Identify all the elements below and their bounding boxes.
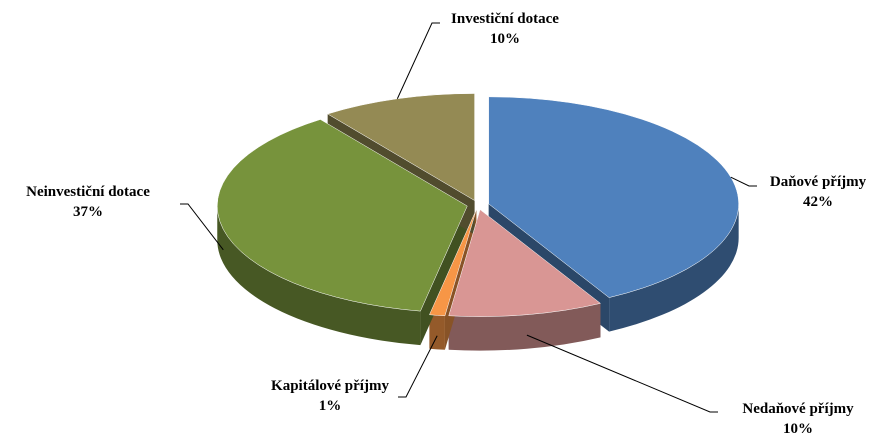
slice-side: [217, 206, 421, 346]
data-label-value: 42%: [803, 194, 833, 210]
pie-slice: [217, 119, 468, 312]
leader-line: [398, 335, 438, 398]
data-label-value: 10%: [783, 421, 813, 437]
data-label-name: Kapitálové příjmy: [271, 378, 389, 394]
leader-line: [180, 203, 224, 251]
pie-slice: [448, 209, 602, 317]
data-label-name: Investiční dotace: [451, 11, 559, 27]
leader-line: [396, 22, 440, 99]
pie-slice: [429, 209, 477, 317]
slice-side: [429, 314, 445, 350]
leader-line: [526, 334, 718, 413]
data-label-value: 1%: [319, 398, 342, 414]
data-label-value: 37%: [73, 204, 103, 220]
pie-slice: [327, 93, 475, 201]
pie-slice: [488, 96, 739, 298]
data-label-name: Nedaňové příjmy: [742, 401, 854, 417]
data-label-value: 10%: [490, 31, 520, 47]
data-label-name: Neinvestiční dotace: [26, 184, 150, 200]
leader-line: [730, 176, 757, 187]
data-label-name: Daňové příjmy: [770, 174, 867, 190]
slice-side: [448, 303, 601, 351]
slice-side: [609, 203, 739, 332]
